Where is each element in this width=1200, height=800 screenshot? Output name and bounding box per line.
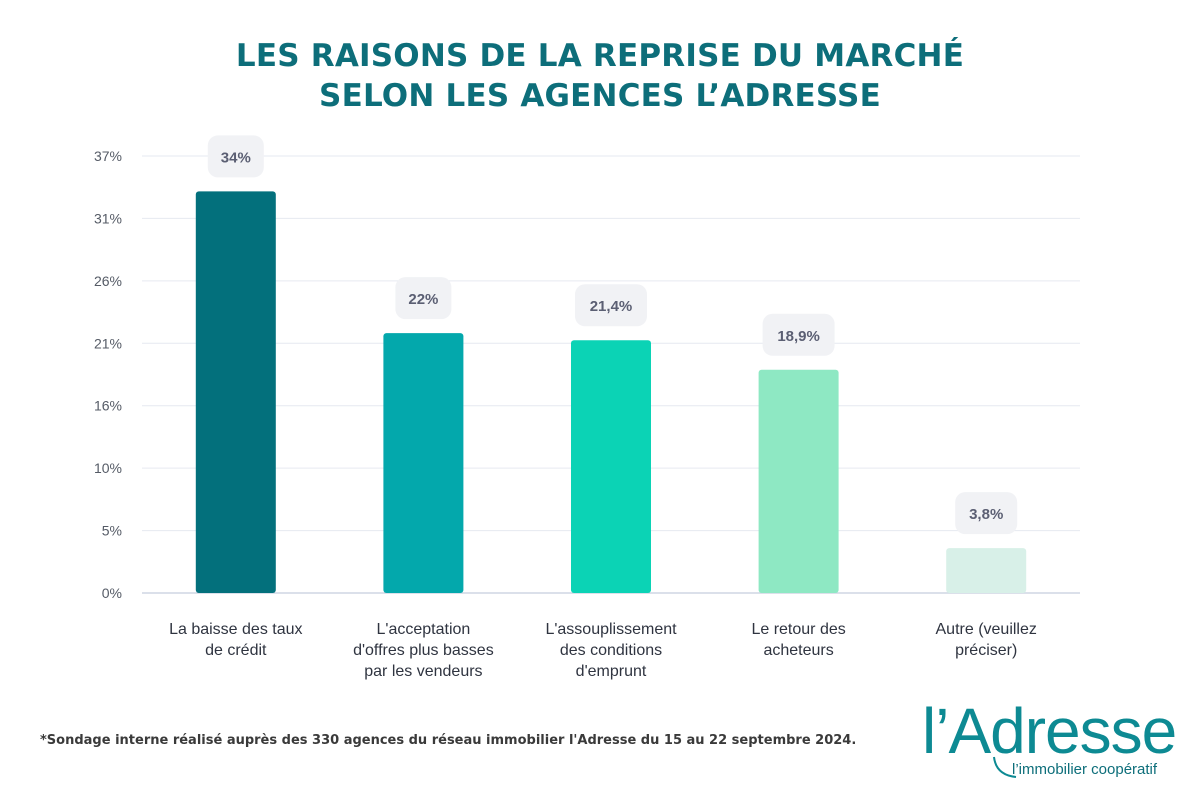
chart-title-line2: SELON LES AGENCES L’ADRESSE <box>319 78 881 114</box>
category-labels: La baisse des taux de crédit L'acceptation… <box>169 621 1037 680</box>
category-label: préciser) <box>955 642 1017 659</box>
data-label-box <box>575 284 647 327</box>
data-label-text: 22% <box>408 291 438 308</box>
chart-title-line1: LES RAISONS DE LA REPRISE DU MARCHÉ <box>235 38 965 74</box>
data-label-text: 3,8% <box>969 506 1003 523</box>
bar <box>195 191 276 593</box>
logo-tagline: l’immobilier coopératif <box>1012 761 1158 778</box>
data-label: 34% <box>207 135 264 178</box>
category-label: par les vendeurs <box>364 663 482 680</box>
data-label-text: 18,9% <box>777 328 820 345</box>
footnote: *Sondage interne réalisé auprès des 330 … <box>40 733 857 748</box>
bar <box>571 340 651 593</box>
data-label-box <box>207 135 264 178</box>
data-label-text: 34% <box>221 149 251 166</box>
data-label-box <box>762 313 835 356</box>
y-tick-label: 26% <box>94 273 122 289</box>
category-label: des conditions <box>560 642 662 659</box>
y-tick-label: 21% <box>94 335 122 351</box>
y-axis-ticks: 0% 5% 10% 16% 21% 26% 31% 37% <box>94 148 122 601</box>
category-label: Autre (veuillez <box>936 621 1037 638</box>
category-label: L'assouplissement <box>545 621 677 638</box>
category-label: Le retour des <box>751 621 845 638</box>
bar-chart: 0%5%10%16%21%26%31%37% 34%22% 21,4%18,9%3… <box>94 135 1080 680</box>
data-label-box <box>395 277 452 320</box>
logo-wordmark: l’Adresse <box>922 695 1177 767</box>
grid-lines <box>142 155 1080 594</box>
data-label-text: 21,4% <box>590 298 633 315</box>
category-label: de crédit <box>205 642 267 659</box>
bars <box>195 191 1027 593</box>
data-label: 3,8% <box>955 492 1018 535</box>
logo: l’Adresse l’immobilier coopératif <box>920 695 1180 785</box>
data-label: 21,4% <box>575 284 647 327</box>
y-tick-label: 0% <box>102 585 122 601</box>
y-tick-label: 5% <box>102 523 122 539</box>
value-labels: 34% 22% 21,4% 18,9% 3,8% <box>207 135 1018 535</box>
data-label: 18,9% <box>762 313 835 356</box>
y-tick-label: 16% <box>94 398 122 414</box>
data-label-box <box>955 492 1018 535</box>
bar <box>946 548 1027 593</box>
category-label: acheteurs <box>763 642 833 659</box>
category-label: L'acceptation <box>377 621 471 638</box>
category-label: d'emprunt <box>576 663 647 680</box>
bar <box>383 333 464 593</box>
y-tick-label: 37% <box>94 148 122 164</box>
category-label: La baisse des taux <box>169 621 302 638</box>
logo-swoosh-icon <box>993 756 1017 778</box>
category-label: d'offres plus basses <box>353 642 494 659</box>
bar <box>758 369 839 593</box>
data-label: 22% <box>395 277 452 320</box>
y-tick-label: 31% <box>94 210 122 226</box>
chart-title: LES RAISONS DE LA REPRISE DU MARCHÉ SELO… <box>0 36 1200 116</box>
y-tick-label: 10% <box>94 460 122 476</box>
